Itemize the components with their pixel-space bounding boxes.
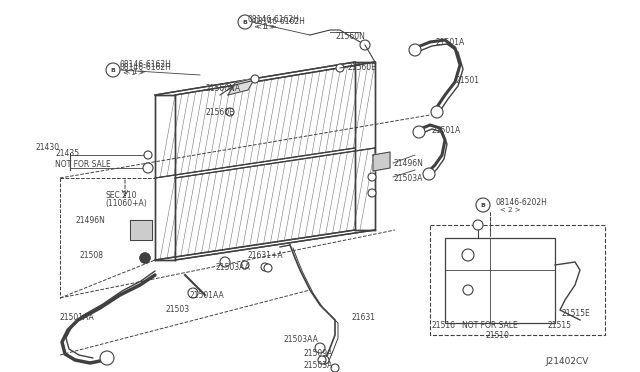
Circle shape	[476, 198, 490, 212]
Circle shape	[423, 168, 435, 180]
Circle shape	[431, 106, 443, 118]
Circle shape	[321, 356, 329, 364]
Text: 08146-6162H: 08146-6162H	[120, 60, 172, 68]
Circle shape	[462, 249, 474, 261]
Circle shape	[106, 63, 120, 77]
Text: 21560E: 21560E	[347, 62, 376, 71]
Polygon shape	[355, 62, 375, 230]
Text: 21503A: 21503A	[393, 173, 422, 183]
Text: 08146-6202H: 08146-6202H	[495, 198, 547, 206]
Polygon shape	[175, 148, 375, 260]
Text: < 1 >: < 1 >	[125, 69, 146, 75]
Bar	[445, 238, 555, 323]
Text: 21501AA: 21501AA	[60, 314, 95, 323]
Circle shape	[143, 163, 153, 173]
Text: 21503A: 21503A	[303, 362, 332, 371]
Text: 21508: 21508	[80, 250, 104, 260]
Text: 21515: 21515	[547, 321, 571, 330]
Polygon shape	[155, 95, 175, 260]
Text: 21503: 21503	[165, 305, 189, 314]
Text: (11060+A): (11060+A)	[105, 199, 147, 208]
Text: 21501A: 21501A	[435, 38, 464, 46]
Circle shape	[409, 44, 421, 56]
Text: J21402CV: J21402CV	[545, 357, 588, 366]
Text: 08146-6162H: 08146-6162H	[253, 16, 305, 26]
Text: 21560E: 21560E	[205, 108, 234, 116]
Circle shape	[336, 64, 344, 72]
Text: 08146-6162H: 08146-6162H	[247, 15, 299, 23]
Text: 21515E: 21515E	[562, 308, 591, 317]
Circle shape	[463, 285, 473, 295]
Circle shape	[140, 253, 150, 263]
Text: 21496N: 21496N	[393, 158, 423, 167]
Text: B: B	[111, 67, 115, 73]
Circle shape	[100, 351, 114, 365]
Text: B: B	[243, 19, 248, 25]
Circle shape	[226, 108, 234, 116]
Polygon shape	[228, 78, 255, 95]
Circle shape	[264, 264, 272, 272]
Circle shape	[251, 75, 259, 83]
Polygon shape	[175, 62, 375, 178]
Text: SEC.210: SEC.210	[105, 190, 136, 199]
Circle shape	[413, 126, 425, 138]
Text: < 2 >: < 2 >	[500, 207, 520, 213]
Circle shape	[241, 261, 249, 269]
Circle shape	[315, 343, 325, 353]
Text: < 1 >: < 1 >	[123, 70, 144, 76]
Text: 21560N: 21560N	[335, 32, 365, 41]
Text: 21501: 21501	[455, 76, 479, 84]
Text: 21631+A: 21631+A	[248, 250, 284, 260]
Text: NOT FOR SALE: NOT FOR SALE	[462, 321, 518, 330]
Circle shape	[473, 220, 483, 230]
Circle shape	[368, 173, 376, 181]
Polygon shape	[130, 220, 152, 240]
Text: < 1 >: < 1 >	[254, 24, 275, 30]
Text: 21435: 21435	[55, 148, 79, 157]
Text: 21496N: 21496N	[75, 215, 105, 224]
Text: 21560NA: 21560NA	[205, 83, 240, 93]
Text: 21509A: 21509A	[303, 350, 332, 359]
Text: 21503AA: 21503AA	[215, 263, 250, 273]
Text: NOT FOR SALE: NOT FOR SALE	[55, 160, 111, 169]
Text: < 1 >: < 1 >	[256, 24, 276, 30]
Bar	[430, 225, 605, 335]
Circle shape	[220, 257, 230, 267]
Text: 08146-6162H: 08146-6162H	[120, 62, 172, 71]
Text: 21501A: 21501A	[432, 125, 461, 135]
Circle shape	[368, 189, 376, 197]
Text: 21510: 21510	[486, 331, 510, 340]
Text: 21503AA: 21503AA	[283, 336, 318, 344]
Circle shape	[144, 151, 152, 159]
Circle shape	[261, 263, 269, 271]
Text: B: B	[481, 202, 485, 208]
Text: 21430: 21430	[36, 142, 60, 151]
Text: 21501AA: 21501AA	[190, 291, 225, 299]
Polygon shape	[373, 152, 390, 171]
Text: 21631: 21631	[352, 314, 376, 323]
Circle shape	[188, 288, 198, 298]
Circle shape	[238, 15, 252, 29]
Circle shape	[331, 364, 339, 372]
Text: 21516: 21516	[432, 321, 456, 330]
Circle shape	[318, 356, 326, 364]
Circle shape	[360, 40, 370, 50]
